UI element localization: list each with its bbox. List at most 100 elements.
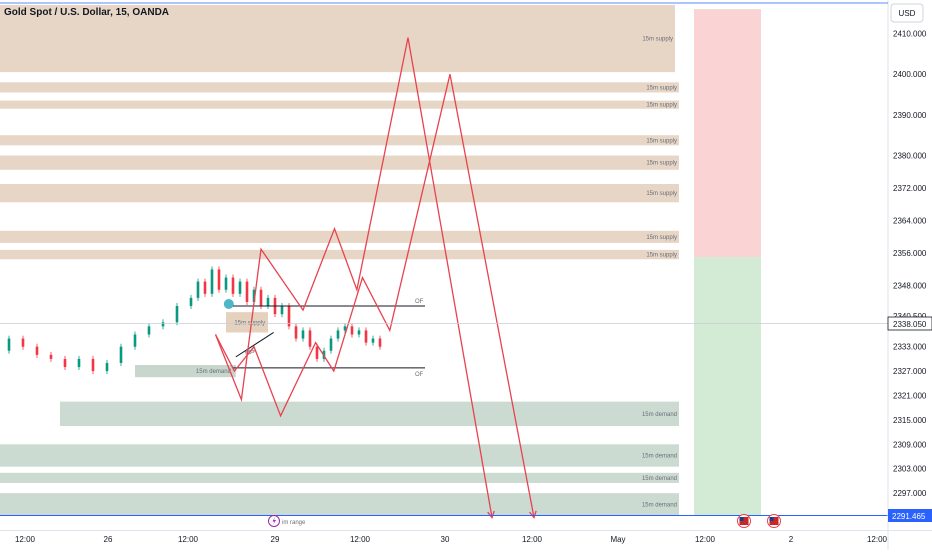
candle-body bbox=[91, 358, 95, 372]
x-tick-label: 12:00 bbox=[178, 535, 199, 544]
flag-stripes bbox=[739, 517, 749, 525]
candle-body bbox=[147, 326, 151, 335]
candle-body bbox=[287, 306, 291, 327]
local-demand-label: 15m demand bbox=[196, 369, 231, 375]
supply-zone bbox=[0, 183, 679, 203]
supply-zone bbox=[0, 155, 679, 170]
candle-body bbox=[63, 358, 67, 368]
flag-stripes bbox=[769, 517, 779, 525]
candle-body bbox=[329, 338, 333, 351]
y-tick-label: 2297.000 bbox=[893, 489, 927, 498]
projection-arrowhead bbox=[487, 510, 495, 519]
current-price-tag bbox=[887, 316, 932, 331]
supply-zone-label: 15m supply bbox=[646, 191, 677, 197]
demand-zone bbox=[60, 401, 679, 427]
supply-zone-label: 15m supply bbox=[642, 37, 673, 43]
candle-body bbox=[238, 281, 242, 294]
supply-zone-label: 15m supply bbox=[646, 161, 677, 167]
candle-body bbox=[77, 358, 81, 368]
event-label: im range bbox=[282, 520, 306, 526]
supply-zone-label: 15m supply bbox=[646, 138, 677, 144]
candle-body bbox=[203, 281, 207, 294]
candle-body bbox=[189, 297, 193, 307]
x-tick-label: 12:00 bbox=[867, 535, 888, 544]
supply-zone bbox=[0, 230, 679, 243]
projection-arrowhead bbox=[529, 510, 537, 519]
y-tick-label: 2356.000 bbox=[893, 249, 927, 258]
x-tick-label: 26 bbox=[104, 535, 113, 544]
candle-body bbox=[245, 281, 249, 302]
candle-body bbox=[315, 346, 319, 359]
x-tick-label: 12:00 bbox=[350, 535, 371, 544]
current-price-value: 2338.050 bbox=[893, 320, 927, 329]
y-tick-label: 2364.000 bbox=[893, 217, 927, 226]
candle-body bbox=[161, 322, 165, 327]
demand-zone bbox=[0, 493, 679, 516]
candle-body bbox=[21, 338, 25, 347]
demand-zone bbox=[0, 472, 679, 483]
candle-body bbox=[105, 362, 109, 372]
y-tick-label: 2327.000 bbox=[893, 367, 927, 376]
supply-zone bbox=[0, 100, 679, 109]
supply-zone-label: 15m supply bbox=[646, 235, 677, 241]
y-tick-label: 2303.000 bbox=[893, 465, 927, 474]
currency-button[interactable] bbox=[890, 3, 924, 23]
x-tick-label: 12:00 bbox=[695, 535, 716, 544]
flag-canton bbox=[769, 517, 774, 521]
candle-body bbox=[280, 306, 284, 315]
x-tick-label: 12:00 bbox=[522, 535, 543, 544]
local-supply-zone bbox=[226, 312, 268, 333]
currency-label: USD bbox=[899, 9, 916, 18]
x-tick-label: 2 bbox=[789, 535, 794, 544]
projection-path bbox=[214, 74, 535, 518]
y-tick-label: 2400.000 bbox=[893, 70, 927, 79]
flag-canton bbox=[739, 517, 744, 521]
candle-body bbox=[35, 346, 39, 355]
x-tick-label: 30 bbox=[441, 535, 450, 544]
candle-body bbox=[294, 326, 298, 339]
candle-body bbox=[336, 330, 340, 339]
candle-body bbox=[231, 277, 235, 294]
y-tick-label: 2390.000 bbox=[893, 111, 927, 120]
order-flow-label: OF bbox=[415, 299, 424, 305]
supply-zone bbox=[0, 5, 675, 73]
local-demand-zone bbox=[135, 365, 236, 378]
order-flow-label: OF bbox=[415, 372, 424, 378]
bottom-price-tag bbox=[888, 509, 932, 522]
demand-zone-label: 15m demand bbox=[642, 412, 677, 418]
y-tick-label: 2315.000 bbox=[893, 416, 927, 425]
candle-body bbox=[217, 269, 221, 290]
candle-body bbox=[196, 281, 200, 298]
stop-loss-zone bbox=[694, 9, 761, 258]
entry-marker bbox=[223, 298, 234, 309]
candle-body bbox=[343, 326, 347, 331]
candle-body bbox=[350, 326, 354, 335]
candle-body bbox=[210, 269, 214, 294]
supply-zone-label: 15m supply bbox=[646, 85, 677, 91]
y-tick-label: 2309.000 bbox=[893, 440, 927, 449]
candle-body bbox=[252, 289, 256, 302]
y-tick-label: 2372.000 bbox=[893, 184, 927, 193]
y-tick-label: 2321.000 bbox=[893, 392, 927, 401]
demand-zone-label: 15m demand bbox=[642, 454, 677, 460]
lightning-glyph bbox=[272, 517, 276, 525]
candle-body bbox=[371, 338, 375, 343]
supply-zone bbox=[0, 82, 679, 93]
liquidity-label: $$$ bbox=[244, 348, 256, 358]
x-tick-label: May bbox=[610, 535, 625, 544]
y-tick-label: 2380.000 bbox=[893, 152, 927, 161]
candle-body bbox=[357, 330, 361, 335]
demand-zone-label: 15m demand bbox=[642, 502, 677, 508]
candle-body bbox=[224, 277, 228, 290]
x-tick-label: 12:00 bbox=[15, 535, 36, 544]
bottom-price-value: 2291.465 bbox=[892, 512, 926, 521]
supply-zone-label: 15m supply bbox=[646, 253, 677, 259]
candle-body bbox=[308, 330, 312, 347]
supply-zone bbox=[0, 135, 679, 146]
y-tick-label: 2333.000 bbox=[893, 343, 927, 352]
y-tick-label: 2410.000 bbox=[893, 30, 927, 39]
candle-body bbox=[301, 330, 305, 339]
demand-zone-label: 15m demand bbox=[642, 476, 677, 482]
